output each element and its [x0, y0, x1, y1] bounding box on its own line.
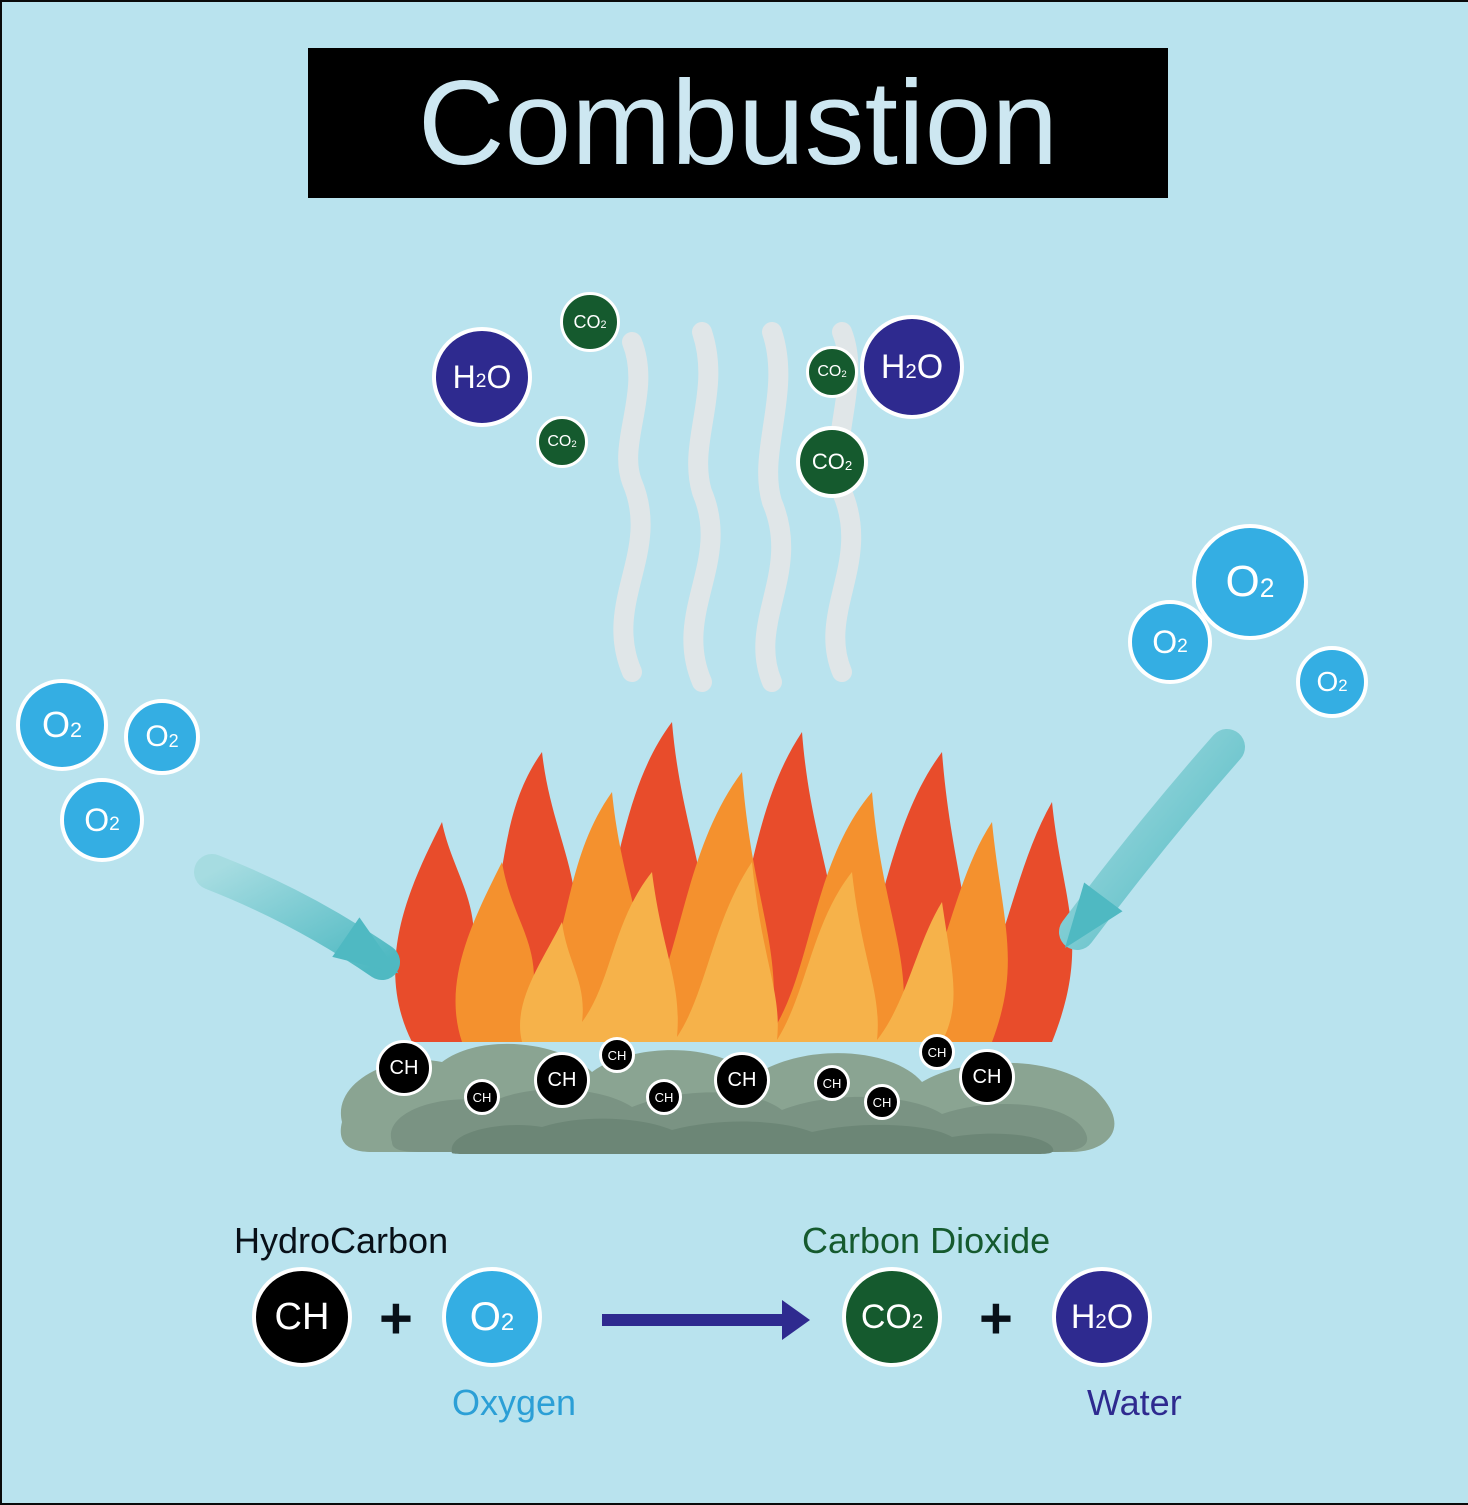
fuel-ch-2: CH	[534, 1052, 590, 1108]
combustion-diagram: CombustionCHCHCHCHCHCHCHCHCHCHO2O2O2O2O2…	[0, 0, 1468, 1505]
oxygen-arrow-right	[1017, 687, 1287, 992]
label-co2: Carbon Dioxide	[802, 1220, 1050, 1262]
label-water: Water	[1087, 1382, 1182, 1424]
fuel-ch-3: CH	[599, 1037, 635, 1073]
oxygen-right-0: O2	[1192, 524, 1308, 640]
fuel-ch-8: CH	[919, 1034, 955, 1070]
fuel-ch-0: CH	[376, 1040, 432, 1096]
equation-mol-0: CH	[252, 1267, 352, 1367]
gas-top-5: H2O	[860, 315, 964, 419]
oxygen-left-0: O2	[16, 679, 108, 771]
fuel-ch-1: CH	[464, 1079, 500, 1115]
oxygen-left-2: O2	[60, 778, 144, 862]
fuel-ch-5: CH	[714, 1052, 770, 1108]
gas-top-3: CO2	[806, 346, 858, 398]
oxygen-right-2: O2	[1296, 646, 1368, 718]
equation-plus-5: +	[979, 1285, 1013, 1352]
oxygen-right-1: O2	[1128, 600, 1212, 684]
label-hydrocarbon: HydroCarbon	[234, 1220, 448, 1262]
fuel-ch-9: CH	[959, 1049, 1015, 1105]
title-bar: Combustion	[308, 48, 1168, 198]
gas-top-4: CO2	[796, 426, 868, 498]
equation-arrow	[602, 1295, 812, 1345]
oxygen-arrow-left	[152, 812, 442, 1022]
gas-top-1: CO2	[560, 292, 620, 352]
fuel-ch-6: CH	[814, 1065, 850, 1101]
equation-mol-2: O2	[442, 1267, 542, 1367]
equation-plus-1: +	[379, 1285, 413, 1352]
equation-mol-6: H2O	[1052, 1267, 1152, 1367]
gas-top-0: H2O	[432, 327, 532, 427]
fuel-ch-7: CH	[864, 1084, 900, 1120]
oxygen-left-1: O2	[124, 699, 200, 775]
label-oxygen: Oxygen	[452, 1382, 576, 1424]
equation-mol-4: CO2	[842, 1267, 942, 1367]
gas-top-2: CO2	[536, 416, 588, 468]
fuel-ch-4: CH	[646, 1079, 682, 1115]
